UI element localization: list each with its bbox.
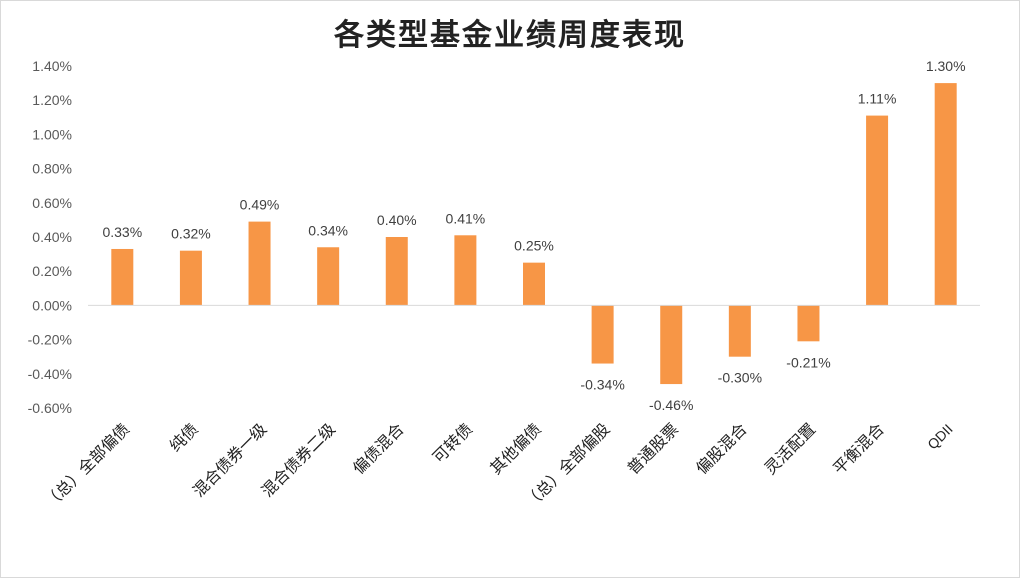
data-label: 1.30% (926, 58, 966, 74)
x-category-label: 混合债券二级 (258, 419, 339, 500)
x-category-label: 可转债 (429, 419, 476, 466)
x-category-label: 普通股票 (623, 419, 682, 478)
y-tick-label: 0.80% (32, 161, 72, 177)
data-label: -0.30% (718, 370, 762, 386)
y-tick-label: 0.00% (32, 297, 72, 313)
x-category-label: 灵活配置 (761, 419, 820, 478)
chart-title: 各类型基金业绩周度表现 (334, 18, 686, 53)
bar (317, 247, 340, 306)
data-label: 0.49% (240, 197, 280, 213)
bars-group (111, 83, 957, 385)
y-tick-label: -0.20% (28, 332, 72, 348)
x-axis-categories: （总）全部偏债 纯债混合债券一级混合债券二级 偏债混合 可转债 其他偏债（总）全部偏股普… (40, 419, 955, 512)
data-label: 0.25% (514, 238, 554, 254)
bar (248, 221, 271, 306)
y-tick-label: 1.00% (32, 126, 72, 142)
y-tick-label: 1.40% (32, 58, 72, 74)
data-label: -0.46% (649, 397, 693, 413)
x-category-label: 偏股混合 (692, 419, 751, 478)
x-category-label: 偏债混合 (349, 419, 408, 478)
bar (660, 305, 683, 385)
data-label: 0.33% (102, 224, 142, 240)
y-tick-label: 1.20% (32, 92, 72, 108)
bar (934, 83, 957, 306)
data-label: -0.21% (786, 354, 830, 370)
y-tick-label: 0.40% (32, 229, 72, 245)
bar (797, 305, 820, 342)
bar (728, 305, 751, 357)
data-label: 0.41% (446, 210, 486, 226)
bar (111, 248, 134, 306)
x-category-label: QDII (924, 421, 956, 453)
data-label: 0.32% (171, 226, 211, 242)
data-label: 1.11% (858, 91, 897, 107)
data-label: 0.40% (377, 212, 417, 228)
bar (523, 262, 545, 306)
data-label: 0.34% (308, 222, 348, 238)
y-tick-label: 0.60% (32, 195, 72, 211)
bar (591, 305, 614, 364)
y-axis: 1.40% 1.20% 1.00% 0.80% 0.60% 0.40% 0.20% 0.00%… (28, 58, 72, 416)
data-labels-group: 0.33% 0.32% 0.49% 0.34% 0.40% 0.41% 0.25% -0.34… (102, 58, 965, 413)
y-tick-label: 0.20% (32, 263, 72, 279)
y-tick-label: -0.60% (28, 400, 72, 416)
x-category-label: 其他偏债 (486, 419, 545, 478)
bar (866, 115, 889, 306)
bar (179, 250, 202, 306)
data-label: -0.34% (580, 377, 624, 393)
x-category-label: （总）全部偏债 (40, 419, 133, 512)
y-tick-label: -0.40% (28, 366, 72, 382)
x-category-label: 平衡混合 (829, 419, 888, 478)
bar (385, 237, 408, 306)
bar (454, 235, 477, 306)
x-category-label: 纯债 (166, 419, 202, 455)
